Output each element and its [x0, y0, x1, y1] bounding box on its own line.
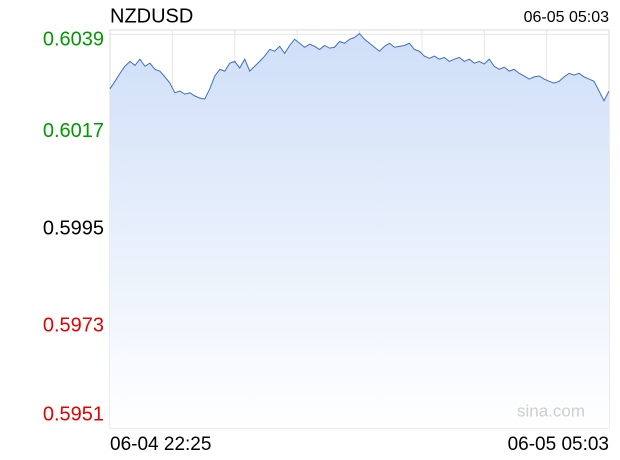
y-tick-label: 0.6017 [43, 120, 104, 142]
price-line [109, 32, 610, 102]
y-tick-label: 0.5995 [43, 217, 104, 239]
x-tick-label: 06-04 22:25 [110, 434, 211, 455]
datetime: 06-05 05:03 [524, 9, 610, 26]
x-tick-label: 06-05 05:03 [508, 434, 609, 455]
y-tick-label: 0.6039 [43, 28, 104, 50]
chart-title: NZDUSD [110, 5, 193, 27]
area-fill [110, 33, 609, 428]
y-tick-label: 0.5951 [43, 403, 104, 425]
watermark: sina.com [517, 401, 585, 420]
y-tick-label: 0.5973 [43, 315, 104, 337]
